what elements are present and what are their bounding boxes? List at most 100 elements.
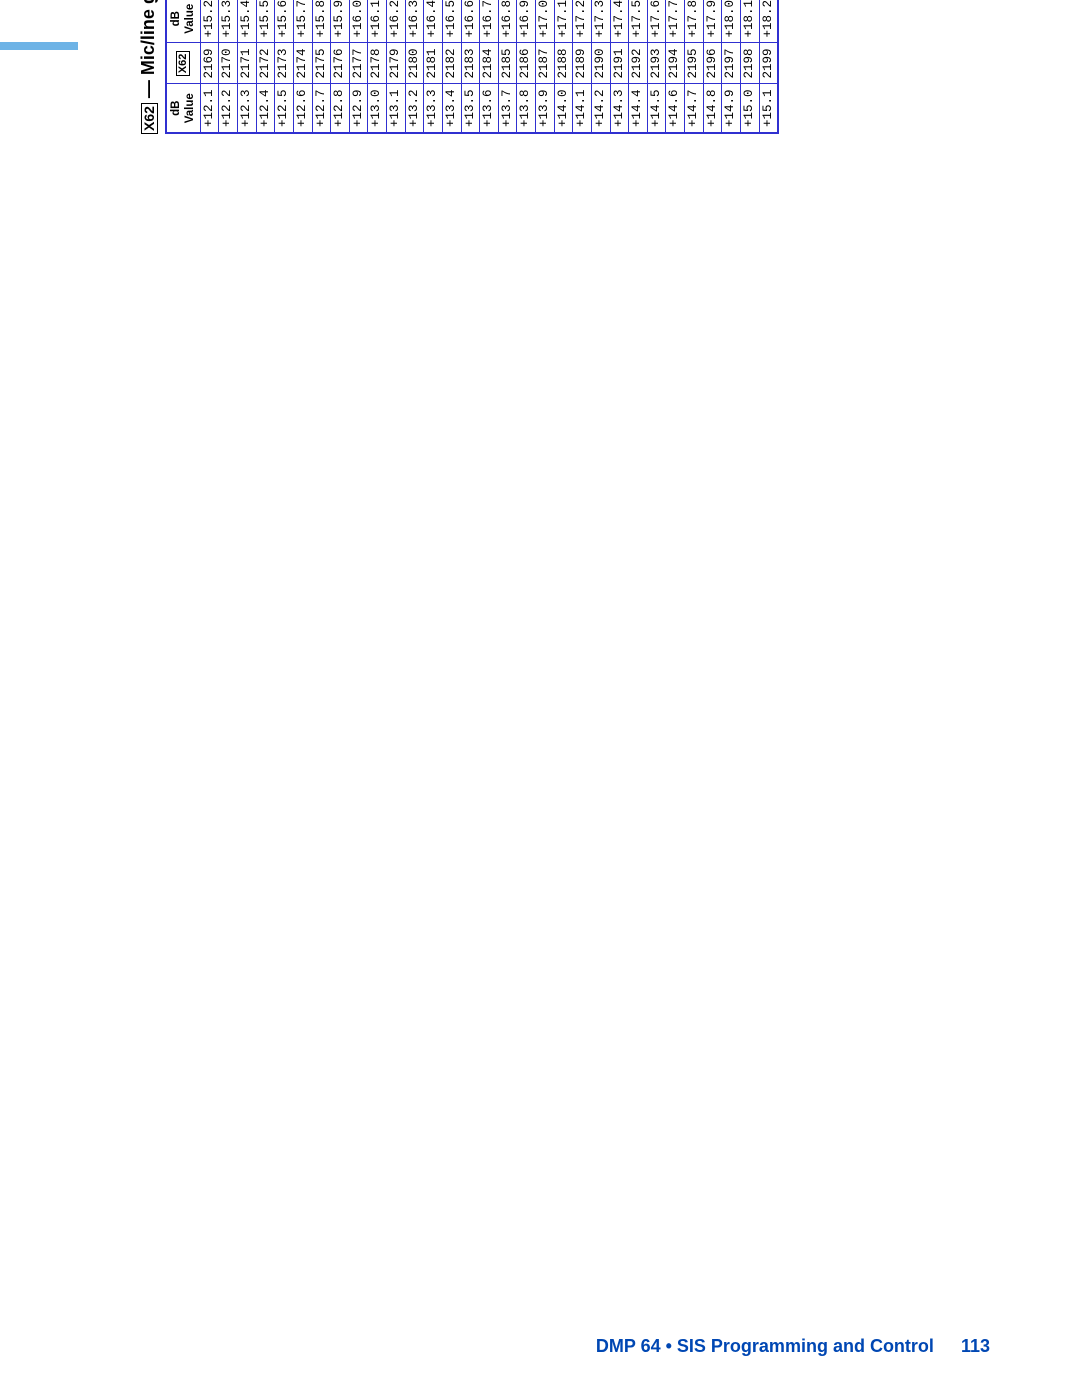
page-number: 113 (961, 1336, 990, 1356)
cell-db: +12.3 (238, 84, 257, 133)
cell-db: +16.9 (517, 0, 536, 43)
cell-db: +14.0 (554, 84, 573, 133)
cell-code: 2188 (554, 43, 573, 84)
table-row: +13.72185+16.82216+19.92247+23.02278+26.… (498, 0, 517, 133)
cell-db: +15.8 (312, 0, 331, 43)
table-row: +14.02188+17.12219+20.22250+23.32281+26.… (554, 0, 573, 133)
cell-code: 2171 (238, 43, 257, 84)
cell-db: +16.0 (349, 0, 368, 43)
cell-code: 2178 (368, 43, 387, 84)
cell-db: +16.6 (461, 0, 480, 43)
cell-db: +14.5 (647, 84, 666, 133)
cell-code: 2183 (461, 43, 480, 84)
cell-db: +17.0 (536, 0, 555, 43)
cell-db: +12.1 (200, 84, 219, 133)
cell-code: 2182 (442, 43, 461, 84)
table-row: +12.42172+15.52203+18.62234+21.72265+24.… (256, 0, 275, 133)
cell-code: 2191 (610, 43, 629, 84)
table-row: +14.22190+17.32221+20.42252+23.52283+26.… (591, 0, 610, 133)
cell-code: 2187 (536, 43, 555, 84)
cell-code: 2185 (498, 43, 517, 84)
cell-code: 2196 (703, 43, 722, 84)
table-row: +13.02178+16.12209+19.22240+22.32271+25.… (368, 0, 387, 133)
cell-db: +16.8 (498, 0, 517, 43)
table-row: +13.52183+16.62214+19.72245+22.82276+25.… (461, 0, 480, 133)
page-footer: DMP 64 • SIS Programming and Control 113 (596, 1336, 990, 1357)
cell-db: +14.8 (703, 84, 722, 133)
table-row: +12.52173+15.62204+18.72235+21.82266+24.… (275, 0, 294, 133)
header-bar (0, 42, 78, 50)
table-row: +15.12199+18.22230+21.32261+24.42292+27.… (759, 0, 778, 133)
cell-db: +16.4 (424, 0, 443, 43)
cell-code: 2195 (685, 43, 704, 84)
cell-code: 2184 (480, 43, 499, 84)
cell-db: +12.9 (349, 84, 368, 133)
cell-db: +13.0 (368, 84, 387, 133)
table-row: +14.92197+18.02228+21.12259+24.22290+27.… (722, 0, 741, 133)
cell-code: 2186 (517, 43, 536, 84)
cell-db: +14.9 (722, 84, 741, 133)
cell-code: 2170 (219, 43, 238, 84)
cell-db: +14.1 (573, 84, 592, 133)
cell-code: 2177 (349, 43, 368, 84)
cell-db: +13.4 (442, 84, 461, 133)
table-row: +15.02198+18.12229+21.22260+24.32291+27.… (740, 0, 759, 133)
cell-code: 2181 (424, 43, 443, 84)
cell-db: +12.6 (293, 84, 312, 133)
cell-db: +15.4 (238, 0, 257, 43)
cell-db: +16.2 (387, 0, 406, 43)
col-header-db: dBValue (166, 0, 200, 43)
table-row: +13.82186+16.92217+20.02248+23.12279+26.… (517, 0, 536, 133)
cell-db: +18.2 (759, 0, 778, 43)
table-row: +13.32181+16.42212+19.52243+22.62274+25.… (424, 0, 443, 133)
cell-db: +17.7 (666, 0, 685, 43)
cell-db: +13.6 (480, 84, 499, 133)
cell-code: 2190 (591, 43, 610, 84)
cell-code: 2194 (666, 43, 685, 84)
cell-db: +16.5 (442, 0, 461, 43)
cell-db: +13.2 (405, 84, 424, 133)
cell-code: 2173 (275, 43, 294, 84)
cell-code: 2192 (629, 43, 648, 84)
cell-db: +15.7 (293, 0, 312, 43)
rotated-content: X62 — Mic/line gain (O), (continued) dBV… (138, 0, 779, 134)
table-row: +14.72195+17.82226+20.92257+24.02288+27.… (685, 0, 704, 133)
table-row: +14.62194+17.72225+20.82256+23.92287+27.… (666, 0, 685, 133)
cell-db: +13.9 (536, 84, 555, 133)
table-row: +14.12189+17.22220+20.32251+23.42282+26.… (573, 0, 592, 133)
cell-db: +15.0 (740, 84, 759, 133)
cell-code: 2197 (722, 43, 741, 84)
cell-db: +17.8 (685, 0, 704, 43)
table-row: +12.62174+15.72205+18.82236+21.92267+25.… (293, 0, 312, 133)
table-row: +12.72175+15.82206+18.92237+22.02268+25.… (312, 0, 331, 133)
col-header-x62: X62 (166, 43, 200, 84)
cell-db: +14.6 (666, 84, 685, 133)
cell-code: 2169 (200, 43, 219, 84)
gain-table: dBValueX62dBValueX62dBValueX62dBValueX62… (165, 0, 779, 134)
cell-db: +12.7 (312, 84, 331, 133)
table-row: +14.82196+17.92227+21.02258+24.12289+27.… (703, 0, 722, 133)
cell-db: +12.8 (331, 84, 350, 133)
table-row: +13.42182+16.52213+19.62244+22.72275+25.… (442, 0, 461, 133)
cell-db: +14.4 (629, 84, 648, 133)
cell-code: 2175 (312, 43, 331, 84)
cell-db: +18.0 (722, 0, 741, 43)
cell-code: 2189 (573, 43, 592, 84)
cell-db: +16.7 (480, 0, 499, 43)
cell-db: +15.2 (200, 0, 219, 43)
table-row: +12.22170+15.32201+18.42232+21.52263+24.… (219, 0, 238, 133)
table-row: +13.62184+16.72215+19.82246+22.92277+26.… (480, 0, 499, 133)
cell-code: 2198 (740, 43, 759, 84)
cell-code: 2193 (647, 43, 666, 84)
cell-db: +17.9 (703, 0, 722, 43)
cell-db: +13.8 (517, 84, 536, 133)
table-row: +12.32171+15.42202+18.52233+21.62264+24.… (238, 0, 257, 133)
cell-code: 2172 (256, 43, 275, 84)
table-row: +12.92177+16.02208+19.12239+22.22270+25.… (349, 0, 368, 133)
cell-db: +12.2 (219, 84, 238, 133)
table-row: +12.82176+15.92207+19.02238+22.12269+25.… (331, 0, 350, 133)
title-rest: — Mic/line gain (O), (continued) (138, 0, 158, 103)
table-row: +12.12169+15.22200+18.32231+21.42262+24.… (200, 0, 219, 133)
cell-code: 2176 (331, 43, 350, 84)
cell-code: 2179 (387, 43, 406, 84)
